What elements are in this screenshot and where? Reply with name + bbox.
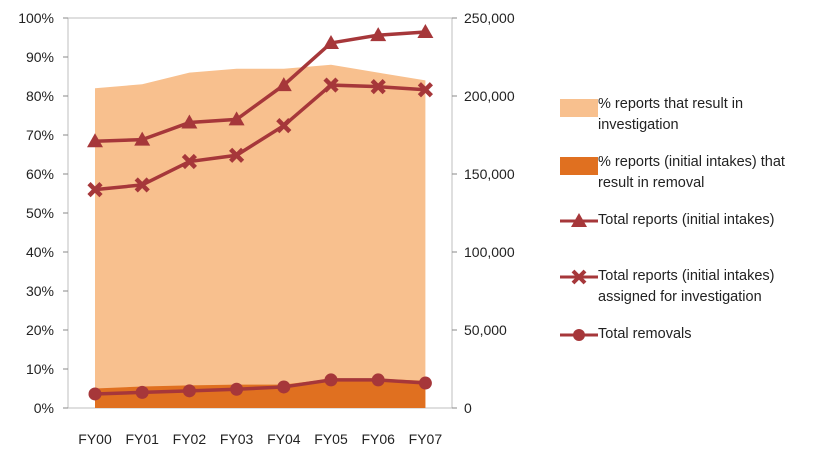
- x-axis-tick-label: FY00: [78, 431, 112, 447]
- legend-label: % reports (initial intakes) that result …: [598, 154, 785, 191]
- left-axis-tick-label: 90%: [26, 49, 54, 65]
- left-axis-tick-label: 40%: [26, 244, 54, 260]
- left-axis-tick-label: 30%: [26, 283, 54, 299]
- triangle-marker: [323, 34, 339, 49]
- left-axis-tick-label: 0%: [34, 400, 54, 416]
- left-axis-tick-label: 20%: [26, 322, 54, 338]
- x-marker: [181, 153, 197, 170]
- x-axis-tick-label: FY01: [125, 431, 159, 447]
- left-axis-tick-label: 100%: [18, 10, 54, 26]
- legend: % reports that result in investigation %…: [560, 94, 822, 354]
- left-axis-tick-label: 70%: [26, 127, 54, 143]
- line-series-2: [94, 30, 426, 143]
- circle-marker: [277, 380, 291, 394]
- circle-marker: [371, 373, 385, 387]
- axes: [63, 17, 457, 409]
- legend-label: % reports that result in investigation: [598, 96, 744, 133]
- x-marker: [276, 118, 292, 134]
- x-marker-icon: [560, 269, 598, 285]
- x-marker: [87, 182, 103, 198]
- triangle-marker: [181, 114, 198, 129]
- legend-label: Total reports (initial intakes): [598, 212, 775, 228]
- right-axis-tick-label: 50,000: [464, 322, 507, 338]
- x-axis-tick-label: FY05: [314, 431, 348, 447]
- right-axis-tick-label: 250,000: [464, 10, 515, 26]
- right-axis-tick-label: 100,000: [464, 244, 515, 260]
- legend-swatch-removal-pct: [560, 157, 598, 175]
- right-axis-tick-label: 150,000: [464, 166, 515, 182]
- triangle-marker: [228, 111, 245, 126]
- legend-swatch-investigation-pct: [560, 99, 598, 117]
- left-axis-tick-label: 10%: [26, 361, 54, 377]
- circle-marker: [88, 387, 102, 401]
- circle-marker: [230, 382, 244, 396]
- left-axis-tick-label: 50%: [26, 205, 54, 221]
- x-axis-tick-label: FY02: [173, 431, 207, 447]
- line-series: [87, 24, 434, 401]
- legend-label: Total reports (initial intakes) assigned…: [598, 268, 775, 305]
- area-series-1: [95, 378, 426, 408]
- circle-marker: [418, 376, 432, 390]
- x-axis-tick-label: FY03: [220, 431, 254, 447]
- x-marker: [229, 147, 245, 163]
- legend-item-investigation-pct: % reports that result in investigation: [560, 94, 822, 144]
- x-marker: [417, 82, 433, 98]
- x-axis-tick-label: FY07: [409, 431, 443, 447]
- area-series: [95, 64, 426, 409]
- x-axis-tick-label: FY04: [267, 431, 301, 447]
- x-marker: [370, 79, 386, 95]
- line-series-4: [94, 378, 426, 396]
- circle-marker: [135, 385, 149, 399]
- x-marker: [134, 177, 150, 193]
- line-series-3: [94, 83, 426, 192]
- right-axis-tick-label: 200,000: [464, 88, 515, 104]
- legend-item-removal-pct: % reports (initial intakes) that result …: [560, 152, 822, 210]
- triangle-marker-icon: [560, 213, 598, 227]
- left-axis-tick-label: 60%: [26, 166, 54, 182]
- legend-item-assigned: Total reports (initial intakes) assigned…: [560, 266, 822, 324]
- left-axis-tick-label: 80%: [26, 88, 54, 104]
- circle-marker: [324, 373, 338, 387]
- triangle-marker: [134, 131, 151, 146]
- triangle-marker: [370, 27, 387, 42]
- circle-marker: [182, 384, 196, 398]
- legend-label: Total removals: [598, 326, 692, 342]
- triangle-marker: [417, 24, 434, 39]
- triangle-marker: [87, 133, 103, 148]
- tick-labels: 0% 10% 20% 30% 40% 50% 60% 70% 80% 90% 100% 0 50,000…: [18, 10, 515, 447]
- circle-marker-icon: [560, 329, 598, 341]
- x-axis-tick-label: FY06: [361, 431, 395, 447]
- right-axis-tick-label: 0: [464, 400, 472, 416]
- x-marker: [323, 77, 339, 93]
- triangle-marker: [275, 77, 292, 92]
- area-series-0: [95, 64, 426, 409]
- legend-item-total-reports: Total reports (initial intakes): [560, 210, 822, 266]
- legend-item-removals: Total removals: [560, 324, 822, 354]
